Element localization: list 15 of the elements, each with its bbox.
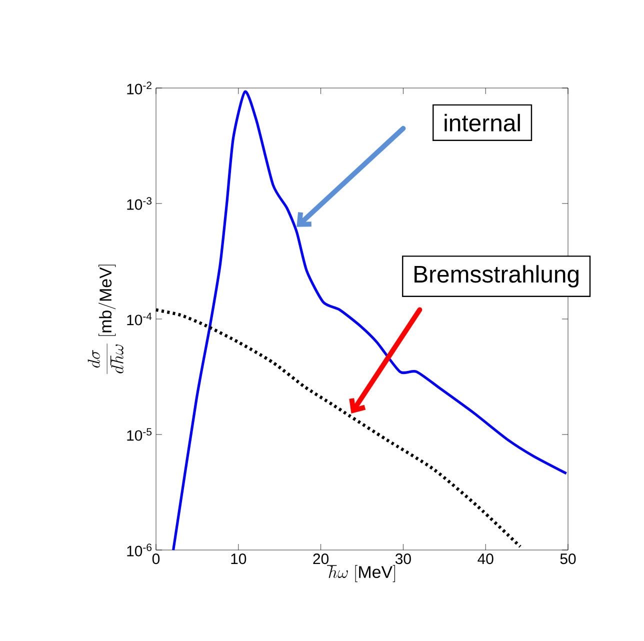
annotation: Bremsstrahlung [414,265,578,288]
y-tick-label: 10$^{-2}$ [127,82,152,94]
x-tick-label: 10 [231,554,246,564]
y-axis-title: $\frac{d\sigma}{d\hbar\omega}\ [\mathrm{mb/MeV}]$ [88,264,124,374]
y-tick-label: 10$^{-5}$ [127,428,152,441]
annotation: internal [444,114,520,132]
x-tick-label: 50 [560,554,576,564]
x-tick-label: 0 [152,554,160,564]
x-tick-label: 40 [478,554,494,564]
y-tick-label: 10$^{-4}$ [127,312,152,326]
y-tick-label: 10$^{-6}$ [127,544,152,556]
x-tick-label: 30 [395,554,411,564]
x-axis-title: $\hbar\omega\ [\mathrm{MeV}]$ [327,564,396,582]
x-tick-label: 20 [313,554,329,564]
y-tick-label: 10$^{-3}$ [127,197,152,210]
